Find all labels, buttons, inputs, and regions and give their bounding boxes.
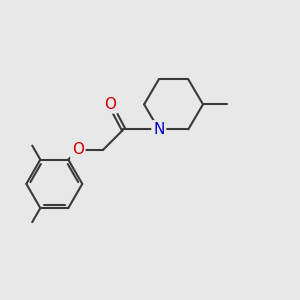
- Text: O: O: [104, 97, 116, 112]
- Text: O: O: [72, 142, 84, 158]
- Text: N: N: [153, 122, 164, 137]
